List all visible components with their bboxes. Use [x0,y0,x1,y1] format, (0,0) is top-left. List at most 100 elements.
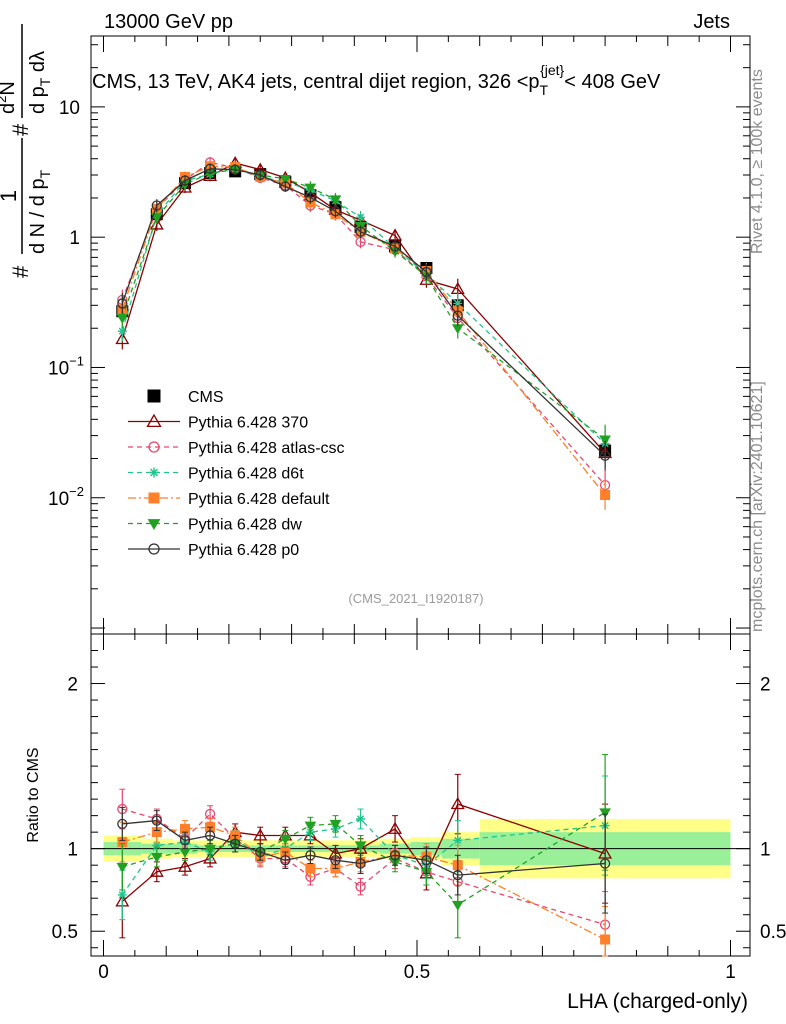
ratio-data-point [203,851,218,864]
main-series-line [121,167,606,445]
legend-marker [148,492,160,504]
main-data-point [305,192,316,203]
ratio-series-line [121,818,606,896]
main-panel-frame [90,35,751,635]
ylabel-frac2-num-sup: 2 [0,96,9,103]
legend-label: Pythia 6.428 atlas-csc [188,440,345,457]
main-data-point [388,228,403,241]
main-data-point [151,200,162,211]
main-data-point [452,310,463,321]
legend-label: Pythia 6.428 370 [188,415,308,432]
ratio-data-point [354,841,367,852]
legend-marker [148,543,160,555]
ratio-data-point [355,858,366,869]
main-data-point [179,175,191,186]
ratio-y-tick-label: 0.5 [52,922,78,943]
main-y-axis-label: # 1 d N / d pT # d2N d pT dλ [0,24,53,278]
ratio-data-point [389,850,401,861]
ratio-data-point [330,855,341,866]
rivet-version-label: Rivet 4.1.0, ≥ 100k events [749,69,766,254]
main-data-point [115,331,130,345]
ratio-data-point [253,828,268,841]
main-data-point [203,168,218,181]
ratio-y-tick-label: 2 [67,675,78,696]
legend-entry-5: Pythia 6.428 dw [128,517,302,534]
ratio-data-point [204,844,216,855]
main-y-tick-label-mantissa: 10 [48,489,69,510]
ratio-y-axis-label: Ratio to CMS [25,747,42,842]
ratio-data-point [388,821,403,834]
main-y-tick-label: 10 [59,98,80,119]
ratio-series-5 [117,806,611,914]
main-data-point [280,181,291,192]
main-series-line [121,161,606,486]
main-data-point [255,169,266,181]
ratio-data-point [453,835,463,845]
ratio-series-line [122,808,606,926]
ratio-data-point [117,890,127,900]
ratio-data-point [450,796,465,810]
legend-entry-0: CMS [147,389,224,406]
legend-label: CMS [188,389,224,406]
ratio-data-point [421,855,432,866]
ratio-series-group [115,754,613,957]
main-data-point [355,226,366,237]
ratio-data-point [305,850,316,861]
ratio-data-point [116,862,129,873]
ratio-data-point [179,835,191,846]
ylabel-frac2-den-sub: T [37,77,53,86]
title-sup: {jet} [540,62,564,78]
legend-marker [147,389,161,403]
legend-marker [146,413,162,428]
ratio-data-point [356,814,366,824]
ratio-data-point [255,846,266,858]
main-series-group [115,155,613,510]
ratio-data-point [355,881,366,892]
main-y-tick-label-mantissa: 10 [48,358,69,379]
main-data-point [599,450,611,461]
ratio-y-tick-label-right: 0.5 [760,922,786,943]
legend-marker [147,519,161,530]
ylabel-frac1-den-a: d N / d p [27,178,49,254]
legend: CMS Pythia 6.428 370 Pythia 6.428 atlas-cs… [128,389,345,559]
ratio-data-point [150,852,163,863]
main-data-point [279,174,292,185]
ylabel-frac2-den-b: dλ [27,51,49,78]
main-data-point [329,195,342,206]
ratio-data-point [149,864,164,877]
legend-label: Pythia 6.428 p0 [188,542,299,559]
main-data-point [230,164,241,175]
legend-entry-1: Pythia 6.428 370 [128,413,308,432]
ylabel-frac2-den-a: d p [27,86,49,114]
ratio-y-tick-label-right: 2 [760,675,771,696]
main-y-tick-label: 1 [69,228,80,249]
x-axis-label: LHA (charged-only) [567,990,748,1013]
ylabel-frac2-num-a: d [0,103,19,114]
main-panel: 10 1 10−1 10−2 (CMS_2021_I1920187) CMS, 13 … [0,24,751,635]
x-tick-label: 1 [725,962,736,983]
legend-entry-4: Pythia 6.428 default [128,491,330,508]
main-y-tick-label: 10−2 [48,484,84,510]
ratio-data-point [600,934,611,945]
ylabel-frac2-num: d2N [0,81,19,114]
legend-entry-3: Pythia 6.428 d6t [128,466,304,483]
main-data-point [117,326,127,336]
ratio-series-line [121,803,606,902]
ratio-data-point [599,808,611,819]
ylabel-hash-2: # [8,123,33,136]
ylabel-frac2-den: d pT dλ [27,51,53,114]
main-axis-ticks: 10 1 10−1 10−2 [48,36,750,634]
chart-title: CMS, 13 TeV, AK4 jets, central dijet reg… [92,62,661,98]
legend-entry-6: Pythia 6.428 p0 [128,542,299,559]
ratio-axis-ticks: 0.5 0.5 1 1 2 2 0 0.5 1 [52,634,786,983]
ratio-data-point [151,815,162,826]
ylabel-hash-1: # [8,265,33,278]
main-y-tick-label: 10−1 [48,353,84,379]
main-data-point [599,435,611,446]
analysis-watermark: (CMS_2021_I1920187) [348,591,483,606]
ratio-data-point [280,855,291,866]
ratio-data-point [451,900,464,911]
x-tick-label: 0 [98,962,109,983]
main-series-6 [117,163,611,471]
main-data-point [421,266,432,278]
